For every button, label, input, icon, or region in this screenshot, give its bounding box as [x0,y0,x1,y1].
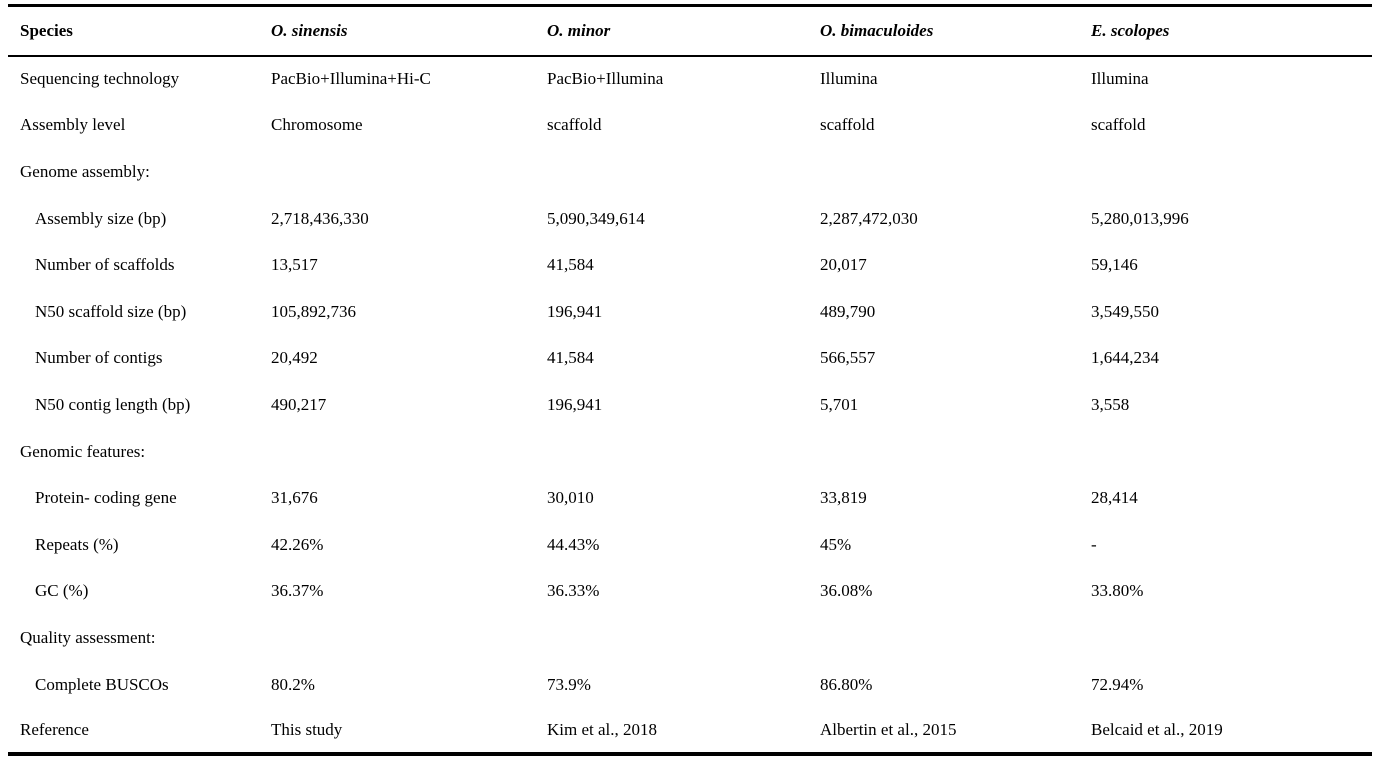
table-row: Reference This study Kim et al., 2018 Al… [8,708,1372,755]
cell-o-minor: 5,090,349,614 [547,208,645,228]
row-label: N50 contig length (bp) [35,394,191,414]
cell-e-scolopes: Illumina [1091,69,1149,89]
section-header-row: Quality assessment: [8,615,1372,662]
cell-e-scolopes: 3,549,550 [1091,301,1159,321]
table-row: Repeats (%) 42.26% 44.43% 45% - [8,521,1372,568]
cell-e-scolopes: Belcaid et al., 2019 [1091,720,1223,740]
row-label: Number of scaffolds [35,255,175,275]
cell-o-bimaculoides: 566,557 [820,348,876,368]
row-label: Repeats (%) [35,534,119,554]
cell-o-sinensis: Chromosome [271,115,363,135]
genome-assembly-table-container: Species O. sinensis O. minor O. bimaculo… [8,4,1372,756]
cell-e-scolopes: 59,146 [1091,255,1138,275]
cell-o-sinensis: 490,217 [271,394,327,414]
cell-o-sinensis: 105,892,736 [271,301,356,321]
cell-o-sinensis: This study [271,720,343,740]
cell-e-scolopes: 72.94% [1091,674,1144,694]
cell-o-bimaculoides: 20,017 [820,255,867,275]
cell-o-minor [547,428,820,475]
table-row: Sequencing technology PacBio+Illumina+Hi… [8,56,1372,103]
cell-o-bimaculoides [820,615,1091,662]
cell-o-minor: 44.43% [547,534,600,554]
table-row: Number of scaffolds 13,517 41,584 20,017… [8,242,1372,289]
table-row: N50 scaffold size (bp) 105,892,736 196,9… [8,288,1372,335]
table-header-row: Species O. sinensis O. minor O. bimaculo… [8,5,1372,56]
cell-o-bimaculoides: 33,819 [820,488,867,508]
cell-o-minor [547,615,820,662]
column-header-e-scolopes: E. scolopes [1091,20,1170,40]
cell-o-sinensis: 36.37% [271,581,324,601]
cell-o-sinensis: 13,517 [271,255,318,275]
row-label: Assembly size (bp) [35,208,167,228]
row-label: Complete BUSCOs [35,674,169,694]
column-header-o-minor: O. minor [547,20,611,40]
row-label: GC (%) [35,581,89,601]
genome-assembly-table: Species O. sinensis O. minor O. bimaculo… [8,4,1372,756]
row-label: Assembly level [20,115,126,135]
row-label: Number of contigs [35,348,163,368]
table-row: Protein- coding gene 31,676 30,010 33,81… [8,475,1372,522]
cell-o-sinensis [271,428,547,475]
cell-e-scolopes [1091,149,1372,196]
cell-e-scolopes: 33.80% [1091,581,1144,601]
table-row: Number of contigs 20,492 41,584 566,557 … [8,335,1372,382]
cell-o-sinensis: 80.2% [271,674,315,694]
row-label: Genomic features: [20,441,146,461]
cell-e-scolopes: 5,280,013,996 [1091,208,1189,228]
cell-o-minor: scaffold [547,115,602,135]
cell-o-sinensis: 20,492 [271,348,318,368]
row-label: Reference [20,720,89,740]
column-header-o-bimaculoides: O. bimaculoides [820,20,934,40]
section-header-row: Genomic features: [8,428,1372,475]
cell-o-minor: Kim et al., 2018 [547,720,658,740]
row-label: Protein- coding gene [35,488,177,508]
cell-o-minor: 73.9% [547,674,591,694]
cell-e-scolopes: 28,414 [1091,488,1138,508]
cell-o-sinensis: 42.26% [271,534,324,554]
cell-o-bimaculoides: 489,790 [820,301,876,321]
cell-o-minor: 196,941 [547,394,603,414]
table-row: Complete BUSCOs 80.2% 73.9% 86.80% 72.94… [8,661,1372,708]
column-header-species: Species [20,20,73,40]
cell-e-scolopes: - [1091,534,1097,554]
cell-o-minor: PacBio+Illumina [547,69,664,89]
cell-e-scolopes: 3,558 [1091,394,1130,414]
table-row: Assembly size (bp) 2,718,436,330 5,090,3… [8,195,1372,242]
cell-o-minor: 196,941 [547,301,603,321]
cell-o-minor: 41,584 [547,255,594,275]
row-label: Quality assessment: [20,627,156,647]
table-row: N50 contig length (bp) 490,217 196,941 5… [8,382,1372,429]
table-row: Assembly level Chromosome scaffold scaff… [8,102,1372,149]
section-header-row: Genome assembly: [8,149,1372,196]
cell-o-bimaculoides: Illumina [820,69,878,89]
cell-o-sinensis: PacBio+Illumina+Hi-C [271,69,431,89]
row-label: Genome assembly: [20,161,150,181]
cell-e-scolopes: 1,644,234 [1091,348,1159,368]
cell-o-minor [547,149,820,196]
row-label: N50 scaffold size (bp) [35,301,187,321]
cell-o-bimaculoides: 5,701 [820,394,859,414]
cell-e-scolopes [1091,428,1372,475]
cell-o-sinensis: 2,718,436,330 [271,208,369,228]
cell-o-minor: 36.33% [547,581,600,601]
cell-o-sinensis [271,615,547,662]
row-label: Sequencing technology [20,69,180,89]
cell-o-bimaculoides: 36.08% [820,581,873,601]
cell-o-bimaculoides: 2,287,472,030 [820,208,918,228]
cell-o-bimaculoides: 45% [820,534,852,554]
cell-e-scolopes: scaffold [1091,115,1146,135]
cell-o-bimaculoides [820,149,1091,196]
cell-o-minor: 30,010 [547,488,594,508]
cell-o-sinensis: 31,676 [271,488,318,508]
cell-o-minor: 41,584 [547,348,594,368]
cell-o-bimaculoides: 86.80% [820,674,873,694]
table-row: GC (%) 36.37% 36.33% 36.08% 33.80% [8,568,1372,615]
cell-o-bimaculoides [820,428,1091,475]
column-header-o-sinensis: O. sinensis [271,20,348,40]
cell-o-bimaculoides: scaffold [820,115,875,135]
cell-o-bimaculoides: Albertin et al., 2015 [820,720,957,740]
cell-o-sinensis [271,149,547,196]
table-body: Sequencing technology PacBio+Illumina+Hi… [8,56,1372,755]
cell-e-scolopes [1091,615,1372,662]
